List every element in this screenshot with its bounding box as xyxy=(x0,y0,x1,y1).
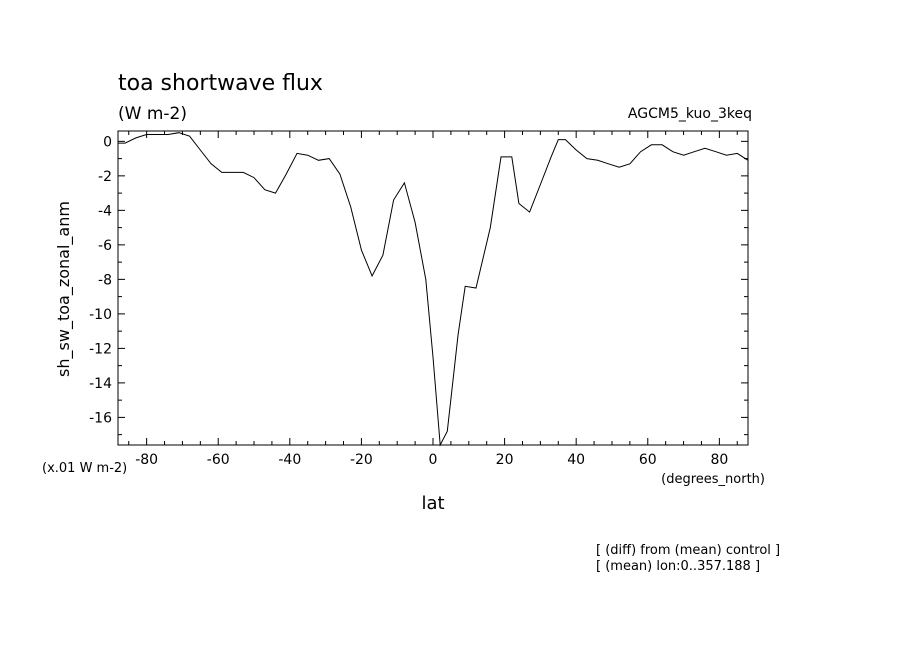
chart-subtitle: (W m-2) xyxy=(118,104,187,124)
y-tick-label: -8 xyxy=(98,272,112,288)
model-label: AGCM5_kuo_3keq xyxy=(628,106,752,122)
x-axis-title: lat xyxy=(421,493,444,514)
y-axis: 0 -2 -4 -6 -8 -10 -12 -14 -16 xyxy=(89,134,748,436)
plot-frame xyxy=(117,130,749,446)
x-axis-units: (degrees_north) xyxy=(661,472,765,487)
x-tick-label: 0 xyxy=(429,452,438,468)
x-tick-label: 40 xyxy=(567,452,585,468)
y-tick-label: -12 xyxy=(89,341,112,357)
y-tick-label: -6 xyxy=(98,238,112,254)
chart-title: toa shortwave flux xyxy=(118,71,323,96)
x-tick-label: 60 xyxy=(639,452,657,468)
y-tick-label: -2 xyxy=(98,169,112,185)
x-tick-label: -80 xyxy=(135,452,158,468)
series-line-0 xyxy=(118,132,749,447)
x-tick-label: -40 xyxy=(278,452,301,468)
x-axis: -80 -60 -40 -20 0 20 40 60 80 xyxy=(128,131,738,468)
note-diff: [ (diff) from (mean) control ] xyxy=(596,543,780,558)
y-axis-title: sh_sw_toa_zonal_anm xyxy=(54,201,74,377)
note-mean: [ (mean) lon:0..357.188 ] xyxy=(596,559,760,574)
y-tick-label: 0 xyxy=(103,134,112,150)
y-tick-label: -10 xyxy=(89,307,112,323)
y-tick-label: -16 xyxy=(89,410,112,426)
x-tick-label: -60 xyxy=(207,452,230,468)
x-tick-label: 80 xyxy=(710,452,728,468)
y-scale-note: (x.01 W m-2) xyxy=(42,461,127,476)
y-tick-label: -14 xyxy=(89,376,112,392)
x-tick-label: 20 xyxy=(496,452,514,468)
x-tick-label: -20 xyxy=(350,452,373,468)
y-tick-label: -4 xyxy=(98,203,112,219)
